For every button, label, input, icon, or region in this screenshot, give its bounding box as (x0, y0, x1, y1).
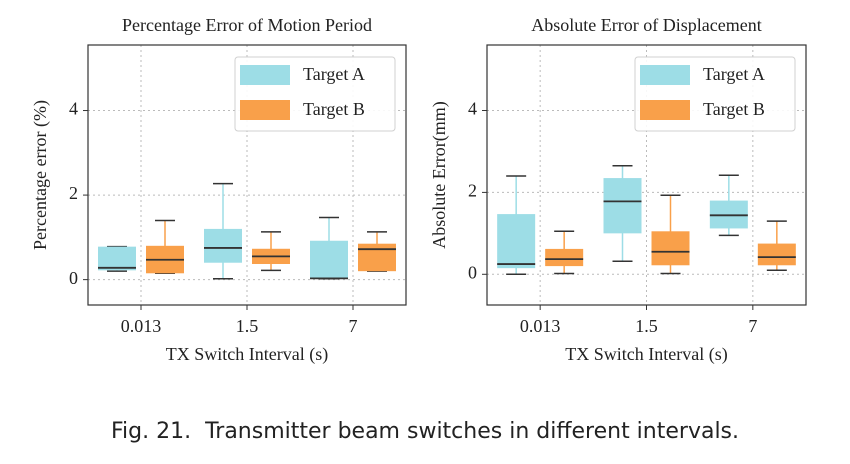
legend-label: Target A (303, 64, 365, 84)
x-axis-label: TX Switch Interval (s) (565, 344, 727, 365)
x-tick-label: 7 (349, 316, 358, 336)
plot-frame (486, 44, 807, 306)
legend-label: Target B (703, 99, 765, 119)
box (98, 246, 136, 271)
box (310, 240, 348, 279)
y-tick-label: 2 (69, 183, 78, 203)
x-axis-label: TX Switch Interval (s) (166, 344, 328, 365)
y-tick-label: 0 (69, 268, 78, 288)
legend-swatch (240, 100, 290, 120)
chart-title: Absolute Error of Displacement (531, 15, 761, 35)
y-axis-label: Percentage error (%) (30, 100, 51, 250)
x-tick-label: 7 (748, 316, 757, 336)
y-axis-label: Absolute Error(mm) (429, 101, 450, 248)
x-tick-label: 1.5 (236, 316, 259, 336)
y-tick-label: 4 (468, 99, 477, 119)
legend-swatch (240, 65, 290, 85)
plot-frame (87, 44, 407, 306)
box (204, 228, 242, 263)
x-tick-label: 0.013 (121, 316, 162, 336)
box (545, 248, 584, 267)
box (757, 243, 796, 266)
legend-swatch (640, 100, 690, 120)
caption: Fig. 21. Transmitter beam switches in di… (111, 419, 739, 444)
chart-title: Percentage Error of Motion Period (122, 15, 372, 35)
y-tick-label: 0 (468, 262, 477, 282)
box (497, 214, 536, 269)
box (358, 243, 396, 272)
x-tick-label: 1.5 (635, 316, 658, 336)
box (651, 231, 690, 266)
y-tick-label: 4 (69, 99, 78, 119)
box (603, 178, 642, 234)
legend-swatch (640, 65, 690, 85)
legend-label: Target B (303, 99, 365, 119)
x-tick-label: 0.013 (520, 316, 561, 336)
legend-label: Target A (703, 64, 765, 84)
y-tick-label: 2 (468, 181, 477, 201)
